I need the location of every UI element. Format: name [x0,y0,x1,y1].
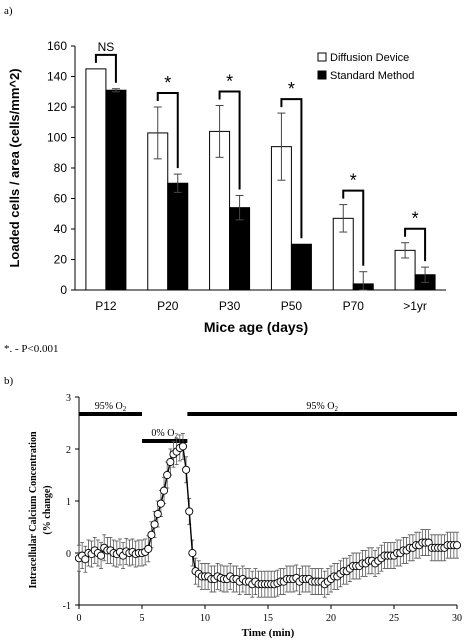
condition-bars: 95% O2 0% O2 95% O2 [79,401,458,443]
data-point [156,499,165,508]
y-tick-label: 1 [66,497,71,508]
data-point [144,544,153,553]
data-point [147,530,156,539]
significance-label: * [164,73,171,93]
significance-label: * [412,209,419,229]
significance-label: * [288,79,295,99]
y-tick-labels-b: -1 0 1 2 3 [63,393,79,612]
bar-standard [290,243,312,291]
panel-b-label: b) [4,375,14,387]
calcium-trace-chart: -1 0 1 2 3 0 5 10 15 20 25 30 95% O2 0% O2 95% O2 In… [28,393,462,639]
significance-bracket [218,90,241,190]
y-tick-label: 2 [66,445,71,456]
legend-swatch-diffusion [317,52,327,62]
condition-bar [79,412,142,416]
y-tick-label: 160 [47,39,67,53]
data-point [153,509,162,519]
bar-standard [167,182,189,291]
data-point [188,548,197,558]
x-tick-label: P20 [157,299,179,313]
significance-bracket [342,189,365,266]
data-points [74,442,462,589]
data-point [182,465,191,474]
significance-bracket [280,98,303,239]
x-tick-labels-b: 0 5 10 15 20 25 30 [77,605,462,624]
y-tick-label: 20 [54,253,68,267]
panel-a-label: a) [4,5,13,17]
bar-diffusion [85,68,107,291]
data-point [97,551,106,560]
y-tick-label: 0 [60,283,67,297]
data-point [81,555,90,564]
y-tick-label: 120 [47,100,67,114]
footnote: *. - P<0.001 [4,343,58,355]
y-tick-label: 0 [66,549,71,560]
condition-bar [187,412,458,416]
x-tick-label: P50 [281,299,303,313]
condition-bar [142,439,188,443]
x-axis-label-b: Time (min) [242,627,295,639]
legend-swatch-standard [317,70,327,80]
y-tick-label: 40 [54,222,68,236]
legend: Diffusion Device Standard Method [317,52,414,82]
significance-bracket [94,53,117,83]
significance-label: * [226,71,233,91]
significance-bracket [156,92,179,169]
data-point [163,470,172,480]
data-point [178,442,187,451]
x-tick-label: P30 [219,299,241,313]
significance-brackets: NS * * * * * [94,40,427,266]
x-tick-label: 30 [452,613,462,624]
y-axis-label: Loaded cells / area (cells/mm^2) [7,68,22,267]
legend-label-diffusion: Diffusion Device [330,52,409,64]
y-tick-label: -1 [63,601,71,612]
x-tick-labels: P12 P20 P30 P50 P70 >1yr [95,299,427,313]
x-tick-label: >1yr [403,299,427,313]
significance-bracket [404,227,427,262]
x-tick-label: 15 [263,613,273,624]
error-bars [77,432,459,598]
x-tick-label: 20 [326,613,336,624]
x-tick-label: P70 [343,299,365,313]
data-point [159,486,169,495]
condition-label: 0% O2 [151,428,178,440]
bar-standard [105,89,127,291]
y-tick-label: 100 [47,131,67,145]
bar-chart: 0 20 40 60 80 100 120 140 160 P12 P20 P30 P50 P70 >1y… [7,39,446,335]
data-point [166,457,175,467]
y-tick-label: 3 [66,393,71,404]
y-tick-label: 80 [54,161,68,175]
significance-label: NS [98,40,115,54]
x-tick-label: P12 [95,299,117,313]
data-point [150,520,159,529]
condition-label: 95% O2 [306,401,338,413]
data-point [452,541,462,550]
y-tick-label: 60 [54,192,68,206]
data-point [185,507,194,516]
x-axis-label: Mice age (days) [204,319,308,335]
y-axis-label-b: Intracellular Calcium Concentration (% ch… [28,431,53,588]
bars [85,68,436,291]
y-tick-label: 140 [47,70,67,84]
condition-label: 95% O2 [95,401,127,413]
x-tick-label: 25 [389,613,399,624]
significance-label: * [350,171,357,191]
x-tick-label: 5 [140,613,145,624]
x-tick-label: 10 [200,613,210,624]
y-tick-labels: 0 20 40 60 80 100 120 140 160 [47,39,75,297]
legend-label-standard: Standard Method [330,70,414,82]
x-tick-label: 0 [77,613,82,624]
